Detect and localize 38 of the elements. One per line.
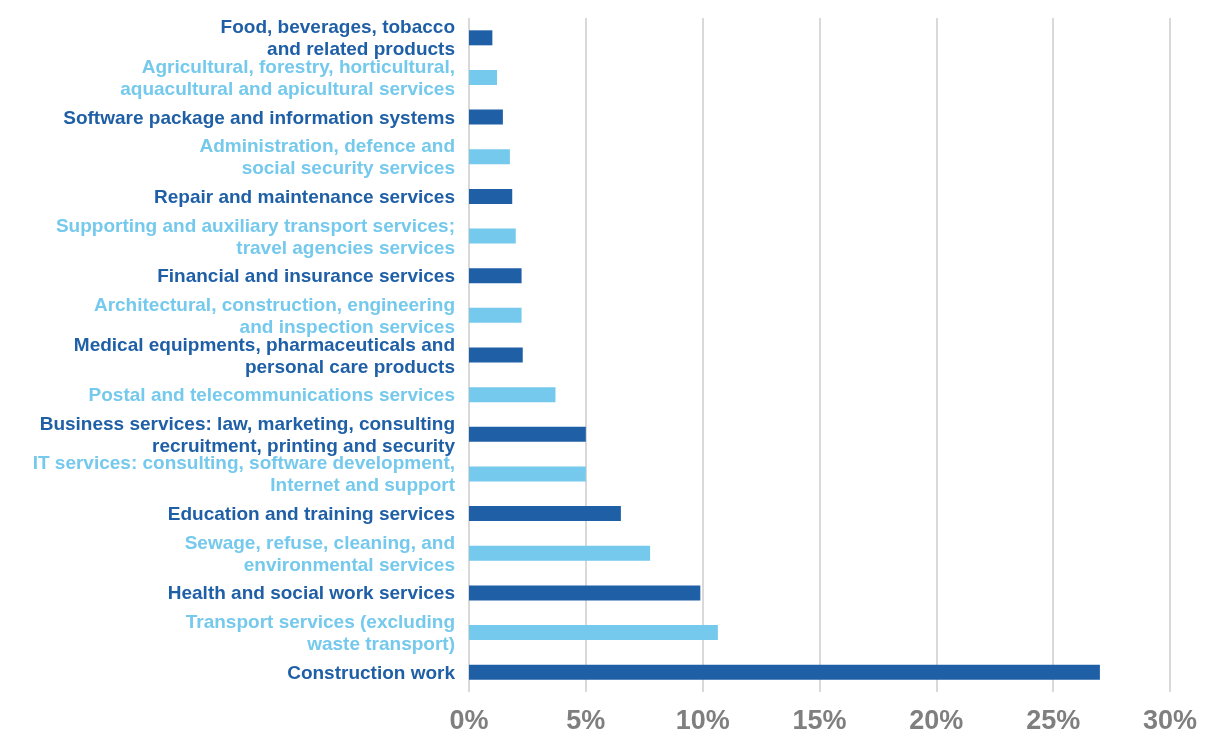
bar bbox=[469, 426, 586, 442]
x-tick-label: 5% bbox=[566, 704, 606, 735]
x-tick-label: 20% bbox=[909, 704, 964, 735]
x-tick-label: 15% bbox=[792, 704, 847, 735]
bar bbox=[469, 188, 513, 204]
bar bbox=[469, 466, 586, 482]
bar bbox=[469, 268, 522, 284]
bar bbox=[469, 228, 516, 244]
bar bbox=[469, 30, 493, 46]
bar bbox=[469, 387, 556, 403]
y-tick-label: Administration, defence and social security services bbox=[199, 135, 455, 179]
bar bbox=[469, 585, 701, 601]
y-tick-label: Supporting and auxiliary transport services; travel agencies services bbox=[55, 214, 455, 258]
y-tick-label: Health and social work services bbox=[167, 582, 455, 604]
bar bbox=[469, 625, 718, 641]
y-tick-label: Construction work bbox=[287, 661, 456, 683]
y-tick-label: Food, beverages, tobacco and related products bbox=[220, 16, 455, 60]
y-tick-label: Postal and telecommunications services bbox=[88, 384, 455, 406]
y-tick-label: Repair and maintenance services bbox=[154, 185, 455, 207]
bar bbox=[469, 347, 523, 363]
x-tick-label: 0% bbox=[449, 704, 489, 735]
y-tick-label: Education and training services bbox=[167, 503, 455, 525]
y-tick-label: Transport services (excluding waste transport) bbox=[185, 611, 455, 655]
bar bbox=[469, 69, 498, 85]
bar bbox=[469, 545, 651, 561]
x-tick-label: 10% bbox=[675, 704, 730, 735]
bar bbox=[469, 664, 1100, 680]
bar bbox=[469, 109, 503, 125]
x-tick-label: 30% bbox=[1142, 704, 1198, 735]
y-tick-label: Business services: law, marketing, consulting recruitment, printing and security bbox=[39, 412, 456, 456]
y-tick-label: Architectural, construction, engineering and inspection services bbox=[93, 293, 455, 337]
bar bbox=[469, 149, 510, 165]
x-tick-label: 25% bbox=[1026, 704, 1081, 735]
bar bbox=[469, 307, 522, 323]
y-tick-label: Software package and information systems bbox=[63, 106, 455, 128]
y-tick-label: Sewage, refuse, cleaning, and environmental services bbox=[184, 531, 455, 575]
bar bbox=[469, 506, 621, 522]
y-tick-label: Financial and insurance services bbox=[157, 265, 455, 287]
